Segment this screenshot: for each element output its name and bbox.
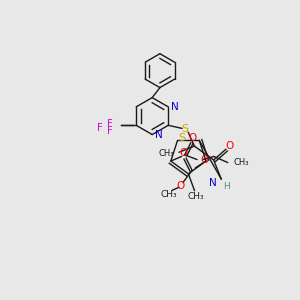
Text: O: O — [176, 181, 185, 191]
Text: O: O — [179, 148, 188, 158]
Text: S: S — [182, 124, 189, 134]
Text: CH₃: CH₃ — [234, 158, 250, 167]
Text: N: N — [170, 102, 178, 112]
Text: F: F — [107, 127, 113, 136]
Text: O: O — [201, 155, 209, 165]
Text: H: H — [223, 182, 230, 191]
Text: S: S — [178, 133, 185, 143]
Text: F: F — [97, 123, 102, 134]
Text: CH₃: CH₃ — [161, 190, 177, 200]
Text: O: O — [188, 133, 196, 143]
Text: O: O — [226, 141, 234, 151]
Text: N: N — [154, 130, 162, 140]
Text: CH₃: CH₃ — [188, 192, 204, 201]
Text: F: F — [107, 119, 113, 129]
Text: CH₃: CH₃ — [159, 149, 174, 158]
Text: N: N — [209, 178, 217, 188]
